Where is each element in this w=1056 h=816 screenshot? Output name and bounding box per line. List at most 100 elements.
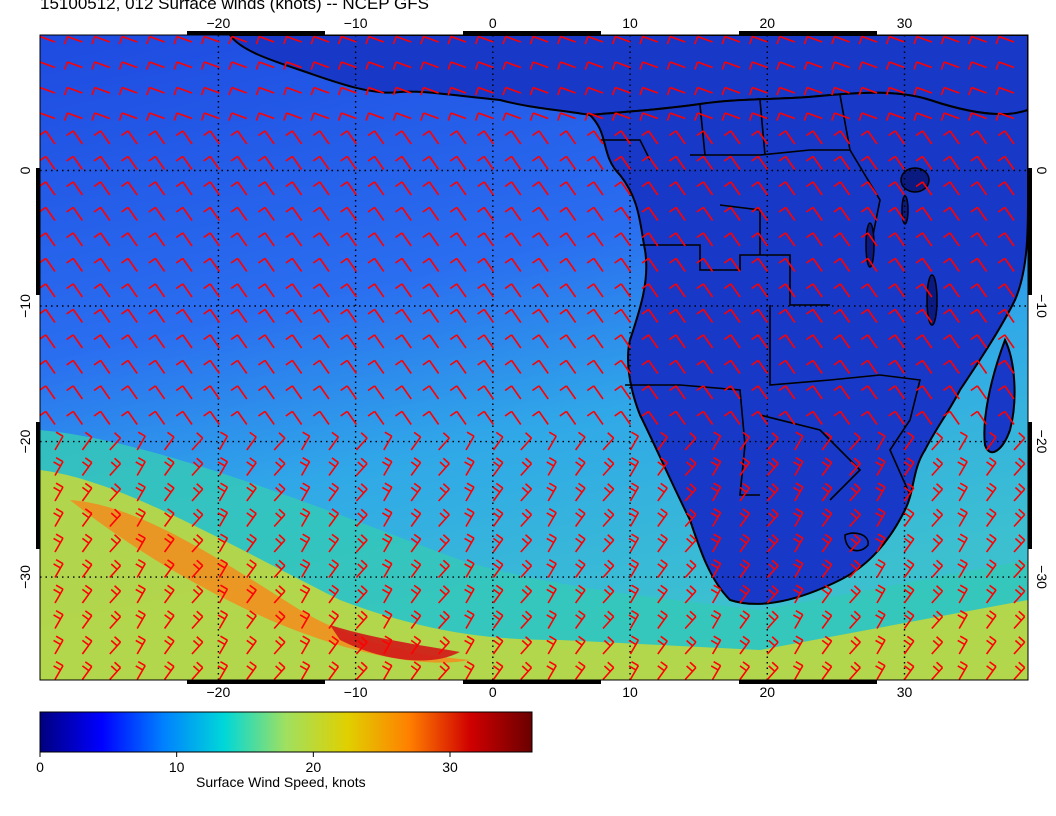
- wind-barb: [283, 86, 302, 96]
- wind-barb: [217, 660, 229, 680]
- wind-barb: [299, 660, 311, 680]
- wind-barb: [875, 609, 886, 629]
- wind-barb: [383, 431, 393, 451]
- wind-barb: [285, 181, 303, 196]
- wind-barb: [641, 206, 659, 221]
- wind-barb: [492, 661, 504, 680]
- wind-barb: [721, 112, 741, 121]
- wind-barb: [696, 206, 714, 221]
- wind-barb: [997, 308, 1015, 323]
- wind-barb: [464, 456, 475, 476]
- wind-barb: [121, 385, 138, 400]
- wind-barb: [203, 130, 221, 145]
- wind-barb: [66, 385, 84, 400]
- wind-barb: [66, 257, 84, 272]
- wind-barb: [438, 661, 450, 680]
- wind-barb: [957, 507, 968, 527]
- wind-barb: [66, 359, 84, 374]
- wind-barb: [381, 635, 393, 655]
- wind-barb: [109, 483, 122, 502]
- wind-barb: [574, 610, 586, 629]
- lon-tick-label-top: 30: [897, 15, 913, 31]
- wind-barb: [657, 559, 668, 578]
- wind-barb: [464, 584, 475, 604]
- wind-barb: [546, 660, 557, 680]
- wind-barb: [367, 206, 385, 221]
- wind-barb: [173, 112, 193, 121]
- wind-barb: [532, 257, 549, 272]
- wind-barb: [915, 155, 933, 170]
- wind-barb: [449, 308, 467, 323]
- wind-barb: [574, 482, 586, 502]
- wind-barb: [203, 308, 221, 323]
- wind-barb: [614, 359, 632, 374]
- colorbar-tick-label: 30: [442, 759, 458, 775]
- wind-barb: [91, 112, 111, 121]
- lat-tick-label-right: −10: [1034, 294, 1050, 318]
- wind-barb: [995, 112, 1015, 121]
- wind-barb: [381, 482, 393, 502]
- wind-barb: [203, 181, 221, 196]
- wind-barb: [217, 456, 229, 476]
- wind-barb: [449, 257, 467, 272]
- wind-barb: [246, 533, 257, 553]
- wind-barb: [657, 584, 668, 604]
- lon-tick-label-bottom: 10: [622, 684, 638, 700]
- wind-barb: [903, 584, 915, 604]
- lon-tick-label-top: 20: [759, 15, 775, 31]
- wind-barb: [175, 232, 193, 247]
- wind-barb: [806, 155, 823, 170]
- wind-barb: [776, 112, 796, 121]
- wind-barb: [766, 585, 779, 604]
- wind-barb: [970, 283, 988, 298]
- wind-barb: [395, 334, 412, 349]
- wind-barb: [163, 482, 175, 502]
- wind-barb: [218, 431, 229, 451]
- wind-barb: [532, 283, 549, 298]
- colorbar: 0 10 20 30: [36, 711, 533, 775]
- wind-barb: [381, 584, 393, 604]
- wind-barb: [273, 483, 286, 502]
- wind-barb: [849, 457, 861, 477]
- wind-barb: [438, 432, 450, 451]
- wind-barb: [53, 584, 64, 604]
- wind-barb: [1013, 636, 1026, 655]
- wind-barb: [913, 112, 933, 121]
- wind-barb: [943, 359, 960, 374]
- wind-barb: [449, 181, 467, 196]
- wind-barb: [163, 431, 175, 451]
- wind-barb: [395, 232, 412, 247]
- lat-tick-label-right: −30: [1034, 565, 1050, 589]
- wind-barb: [943, 308, 960, 323]
- wind-barb: [669, 334, 686, 349]
- wind-barb: [710, 660, 722, 680]
- wind-barb: [931, 457, 944, 477]
- wind-barb: [885, 112, 905, 121]
- wind-barb: [283, 35, 302, 45]
- wind-barb: [860, 155, 878, 170]
- wind-barb: [657, 508, 668, 527]
- wind-barb: [614, 410, 632, 425]
- wind-barb: [230, 181, 248, 196]
- wind-barb: [328, 457, 340, 476]
- wind-barb: [710, 635, 722, 655]
- wind-barb: [970, 308, 988, 323]
- colorbar-tick-label: 10: [169, 759, 185, 775]
- wind-barb: [285, 206, 303, 221]
- wind-barb: [175, 308, 193, 323]
- wind-barb: [230, 308, 248, 323]
- wind-barb: [532, 308, 549, 323]
- wind-barb: [285, 257, 303, 272]
- wind-barb: [721, 86, 741, 96]
- wind-barb: [710, 558, 722, 578]
- wind-barb: [628, 507, 640, 527]
- wind-barb: [766, 508, 779, 528]
- wind-barb: [449, 155, 467, 170]
- wind-barb: [310, 112, 330, 121]
- wind-barb: [684, 432, 697, 451]
- wind-barb: [586, 410, 604, 425]
- wind-barb: [748, 112, 768, 121]
- wind-barb: [611, 112, 631, 121]
- wind-barb: [710, 609, 722, 629]
- wind-barb: [723, 385, 741, 400]
